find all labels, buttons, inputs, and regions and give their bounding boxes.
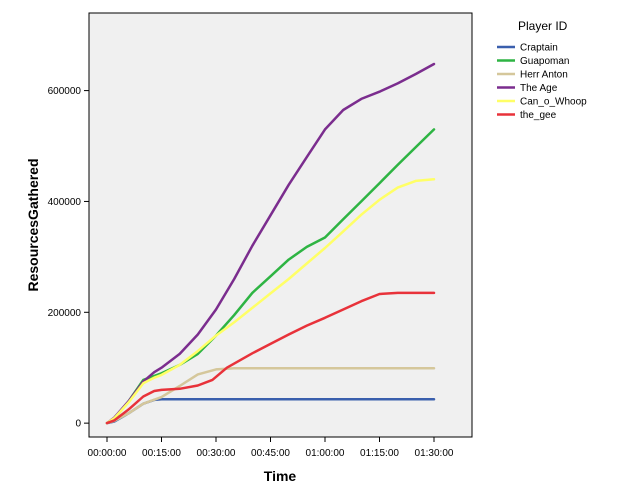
series-line-can-o-whoop xyxy=(105,178,436,425)
x-tick-label: 00:30:00 xyxy=(197,448,236,459)
y-tick-label: 600000 xyxy=(48,86,82,97)
legend: Player ID Craptain Guapoman Herr Anton The … xyxy=(497,19,587,121)
legend-label: Guapoman xyxy=(520,56,569,67)
legend-label: the_gee xyxy=(520,110,557,121)
y-axis-title: ResourcesGathered xyxy=(25,158,41,291)
x-tick-label: 00:00:00 xyxy=(88,448,127,459)
legend-label: Craptain xyxy=(520,43,558,54)
legend-label: The Age xyxy=(520,83,558,94)
y-tick-label: 0 xyxy=(75,419,81,430)
x-tick-label: 00:15:00 xyxy=(142,448,181,459)
series-lines xyxy=(105,62,436,425)
x-tick-label: 01:15:00 xyxy=(360,448,399,459)
y-tick-label: 200000 xyxy=(48,308,82,319)
y-axis: 0 200000 400000 600000 xyxy=(48,86,89,430)
y-tick-label: 400000 xyxy=(48,197,82,208)
series-line-the-age xyxy=(105,62,436,425)
x-tick-label: 00:45:00 xyxy=(251,448,290,459)
x-axis-title: Time xyxy=(264,468,297,484)
legend-title: Player ID xyxy=(518,19,568,33)
x-tick-label: 01:00:00 xyxy=(306,448,345,459)
series-line-the-gee xyxy=(105,291,436,425)
legend-label: Herr Anton xyxy=(520,70,568,81)
x-tick-label: 01:30:00 xyxy=(415,448,454,459)
x-axis: 00:00:00 00:15:00 00:30:00 00:45:00 01:00:00… xyxy=(88,437,454,459)
plot-area xyxy=(88,12,473,438)
legend-label: Can_o_Whoop xyxy=(520,97,587,108)
